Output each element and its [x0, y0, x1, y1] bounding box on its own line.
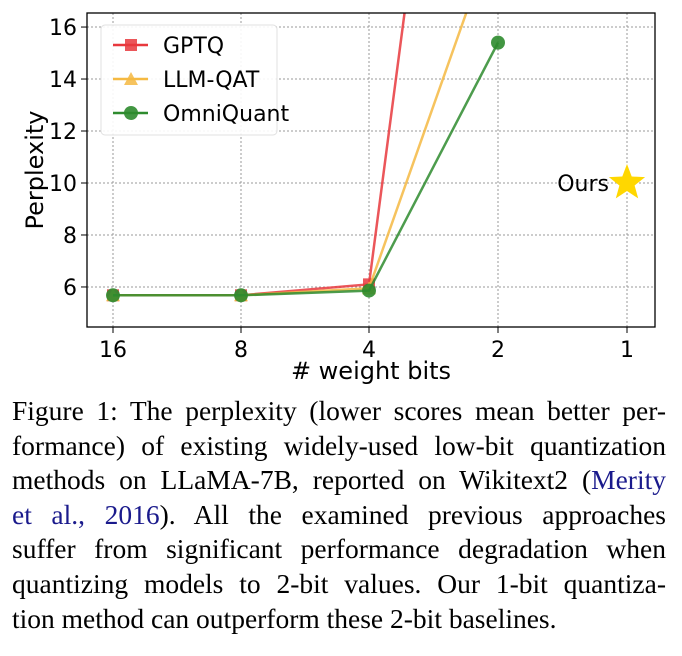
legend-label: LLM-QAT: [163, 68, 260, 93]
circle-marker: [106, 288, 120, 303]
y-tick-label: 14: [49, 68, 77, 93]
caption-text: Figure 1: The perplexity (lower scores m…: [12, 395, 666, 426]
ours-label: Ours: [557, 172, 609, 197]
caption-line: methods on LLaMA-7B, reported on Wikitex…: [12, 463, 666, 498]
series-line-omniquant: [113, 42, 500, 297]
y-tick-label: 12: [49, 120, 77, 145]
caption-text: quantizing models to 2-bit values. Our 1…: [12, 567, 666, 599]
caption-line: quantizing models to 2-bit values. Our 1…: [12, 567, 666, 602]
legend-label: GPTQ: [163, 34, 224, 59]
caption-text: suffer from significant performance degr…: [12, 533, 666, 565]
caption-text: ). All the examined previous approaches: [159, 498, 666, 530]
y-tick-label: 6: [63, 276, 77, 301]
legend-label: OmniQuant: [163, 102, 289, 127]
annotation-ours: Ours: [557, 164, 646, 199]
x-tick-label: 4: [362, 338, 376, 363]
caption-line: Figure 1: The perplexity (lower scores m…: [12, 394, 666, 429]
x-tick-label: 8: [234, 338, 248, 363]
caption-line: formance) of existing widely-used low-bi…: [12, 429, 666, 464]
y-tick-label: 16: [49, 16, 77, 41]
legend: GPTQ LLM-QAT OmniQuant: [100, 24, 289, 136]
x-tick-label: 2: [491, 338, 505, 363]
legend-box: [100, 24, 278, 136]
star-marker: [608, 164, 646, 199]
citation-link[interactable]: Merity: [591, 464, 666, 496]
figure-caption: Figure 1: The perplexity (lower scores m…: [12, 394, 666, 636]
circle-marker: [491, 35, 505, 50]
caption-text: tion method can outperform these 2-bit b…: [12, 602, 557, 634]
triangle-marker: [124, 72, 138, 85]
x-tick-label: 16: [99, 338, 127, 363]
circle-marker: [234, 288, 248, 303]
plot-frame: [86, 12, 656, 328]
caption-text: formance) of existing widely-used low-bi…: [12, 429, 666, 461]
caption-text: methods on LLaMA-7B, reported on Wikitex…: [12, 464, 592, 496]
citation-link[interactable]: et al., 2016: [12, 498, 160, 530]
caption-line: tion method can outperform these 2-bit b…: [12, 602, 666, 637]
square-marker: [125, 39, 137, 51]
series-layer: [106, 13, 505, 303]
caption-line: et al., 2016). All the examined previous…: [12, 498, 666, 533]
circle-marker: [124, 106, 138, 120]
x-tick-label: 1: [620, 338, 634, 363]
y-axis-label: Perplexity: [21, 111, 49, 230]
y-tick-label: 8: [63, 224, 77, 249]
y-tick-label: 10: [49, 172, 77, 197]
x-axis-label: # weight bits: [291, 357, 451, 385]
circle-marker: [362, 283, 376, 298]
caption-line: suffer from significant performance degr…: [12, 532, 666, 567]
